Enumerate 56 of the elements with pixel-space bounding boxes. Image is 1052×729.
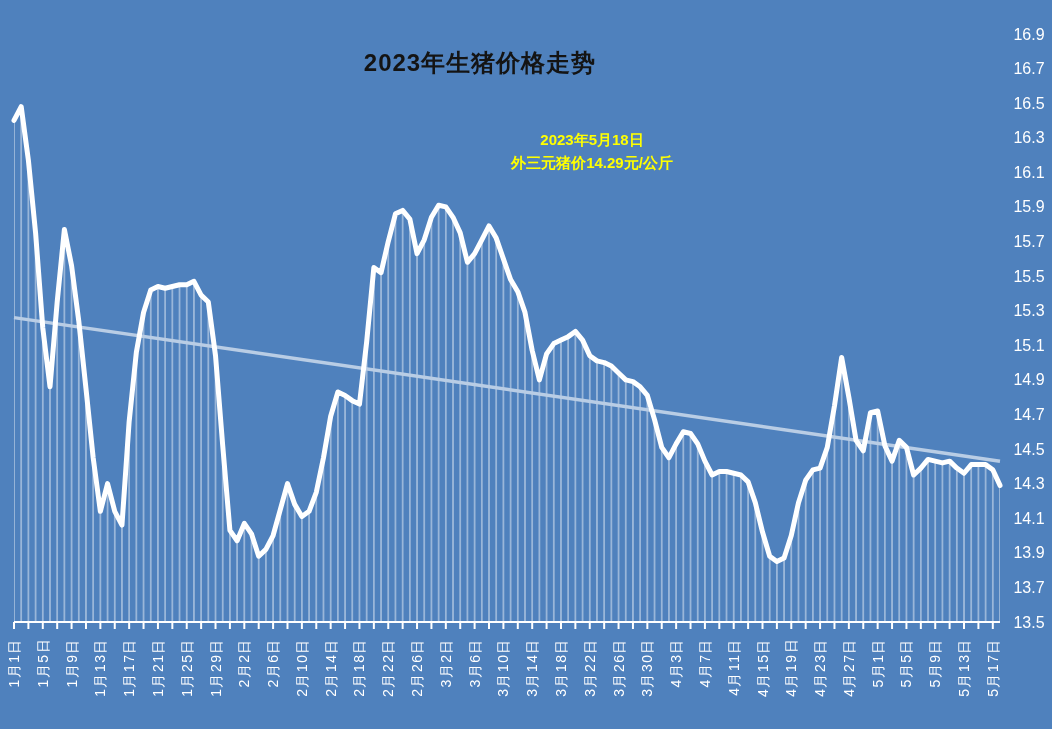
- y-tick-label: 15.5: [1013, 267, 1045, 285]
- y-tick-label: 14.9: [1013, 371, 1045, 389]
- x-tick-label: 4月7日: [696, 638, 713, 688]
- x-tick-label: 1月9日: [63, 638, 80, 688]
- y-tick-label: 16.3: [1013, 129, 1045, 147]
- x-tick-label: 2月14日: [322, 638, 339, 697]
- y-tick-label: 16.5: [1013, 94, 1045, 112]
- x-tick-label: 4月27日: [840, 638, 857, 697]
- x-tick-label: 2月18日: [351, 638, 368, 697]
- x-tick-label: 4月3日: [668, 638, 685, 688]
- x-tick-label: 2月2日: [236, 638, 253, 688]
- y-tick-label: 15.7: [1013, 233, 1045, 251]
- x-tick-label: 1月5日: [34, 638, 51, 688]
- x-tick-label: 3月10日: [495, 638, 512, 697]
- x-tick-label: 3月2日: [437, 638, 454, 688]
- x-tick-label: 3月6日: [466, 638, 483, 688]
- annotation: 外三元猪价14.29元/公斤: [511, 153, 673, 171]
- x-tick-label: 3月26日: [610, 638, 627, 697]
- x-tick-label: 1月1日: [6, 638, 22, 688]
- y-tick-label: 13.7: [1013, 578, 1045, 596]
- x-tick-label: 1月29日: [207, 638, 224, 697]
- y-tick-label: 13.5: [1013, 613, 1045, 631]
- x-tick-label: 3月30日: [639, 638, 656, 697]
- title: 2023年生猪价格走势: [363, 48, 597, 76]
- y-tick-label: 16.1: [1013, 163, 1045, 181]
- y-tick-label: 15.9: [1013, 198, 1045, 216]
- y-tick-label: 14.7: [1013, 405, 1045, 423]
- x-tick-label: 3月14日: [524, 638, 541, 697]
- y-tick-label: 13.9: [1013, 544, 1045, 562]
- y-tick-label: 16.9: [1013, 25, 1045, 43]
- x-tick-label: 4月23日: [812, 638, 829, 697]
- x-tick-label: 4月11日: [725, 638, 742, 696]
- x-tick-label: 1月13日: [92, 638, 109, 697]
- x-tick-label: 1月21日: [149, 638, 166, 697]
- y-tick-label: 14.1: [1013, 509, 1045, 527]
- x-tick-label: 5月17日: [984, 638, 1001, 697]
- x-tick-label: 5月9日: [927, 638, 944, 688]
- x-tick-label: 1月25日: [178, 638, 195, 697]
- x-tick-label: 2月6日: [265, 638, 282, 688]
- y-tick-label: 16.7: [1013, 60, 1045, 78]
- x-tick-label: 2月22日: [380, 638, 397, 697]
- y-tick-label: 14.3: [1013, 475, 1045, 493]
- x-tick-label: 5月13日: [956, 638, 972, 697]
- x-tick-label: 2月10日: [293, 638, 310, 697]
- x-tick-label: 4月19日: [783, 638, 800, 697]
- x-tick-label: 1月17日: [121, 638, 138, 697]
- x-tick-label: 5月5日: [898, 638, 915, 688]
- y-tick-label: 15.1: [1013, 336, 1045, 354]
- x-tick-label: 2月26日: [409, 638, 426, 697]
- x-tick-label: 3月22日: [581, 638, 598, 697]
- x-tick-label: 4月15日: [754, 638, 771, 697]
- annotation: 2023年5月18日: [540, 130, 644, 148]
- x-tick-label: 5月1日: [869, 638, 886, 688]
- y-tick-label: 14.5: [1013, 440, 1045, 458]
- x-tick-label: 3月18日: [553, 638, 569, 697]
- y-tick-label: 15.3: [1013, 302, 1045, 320]
